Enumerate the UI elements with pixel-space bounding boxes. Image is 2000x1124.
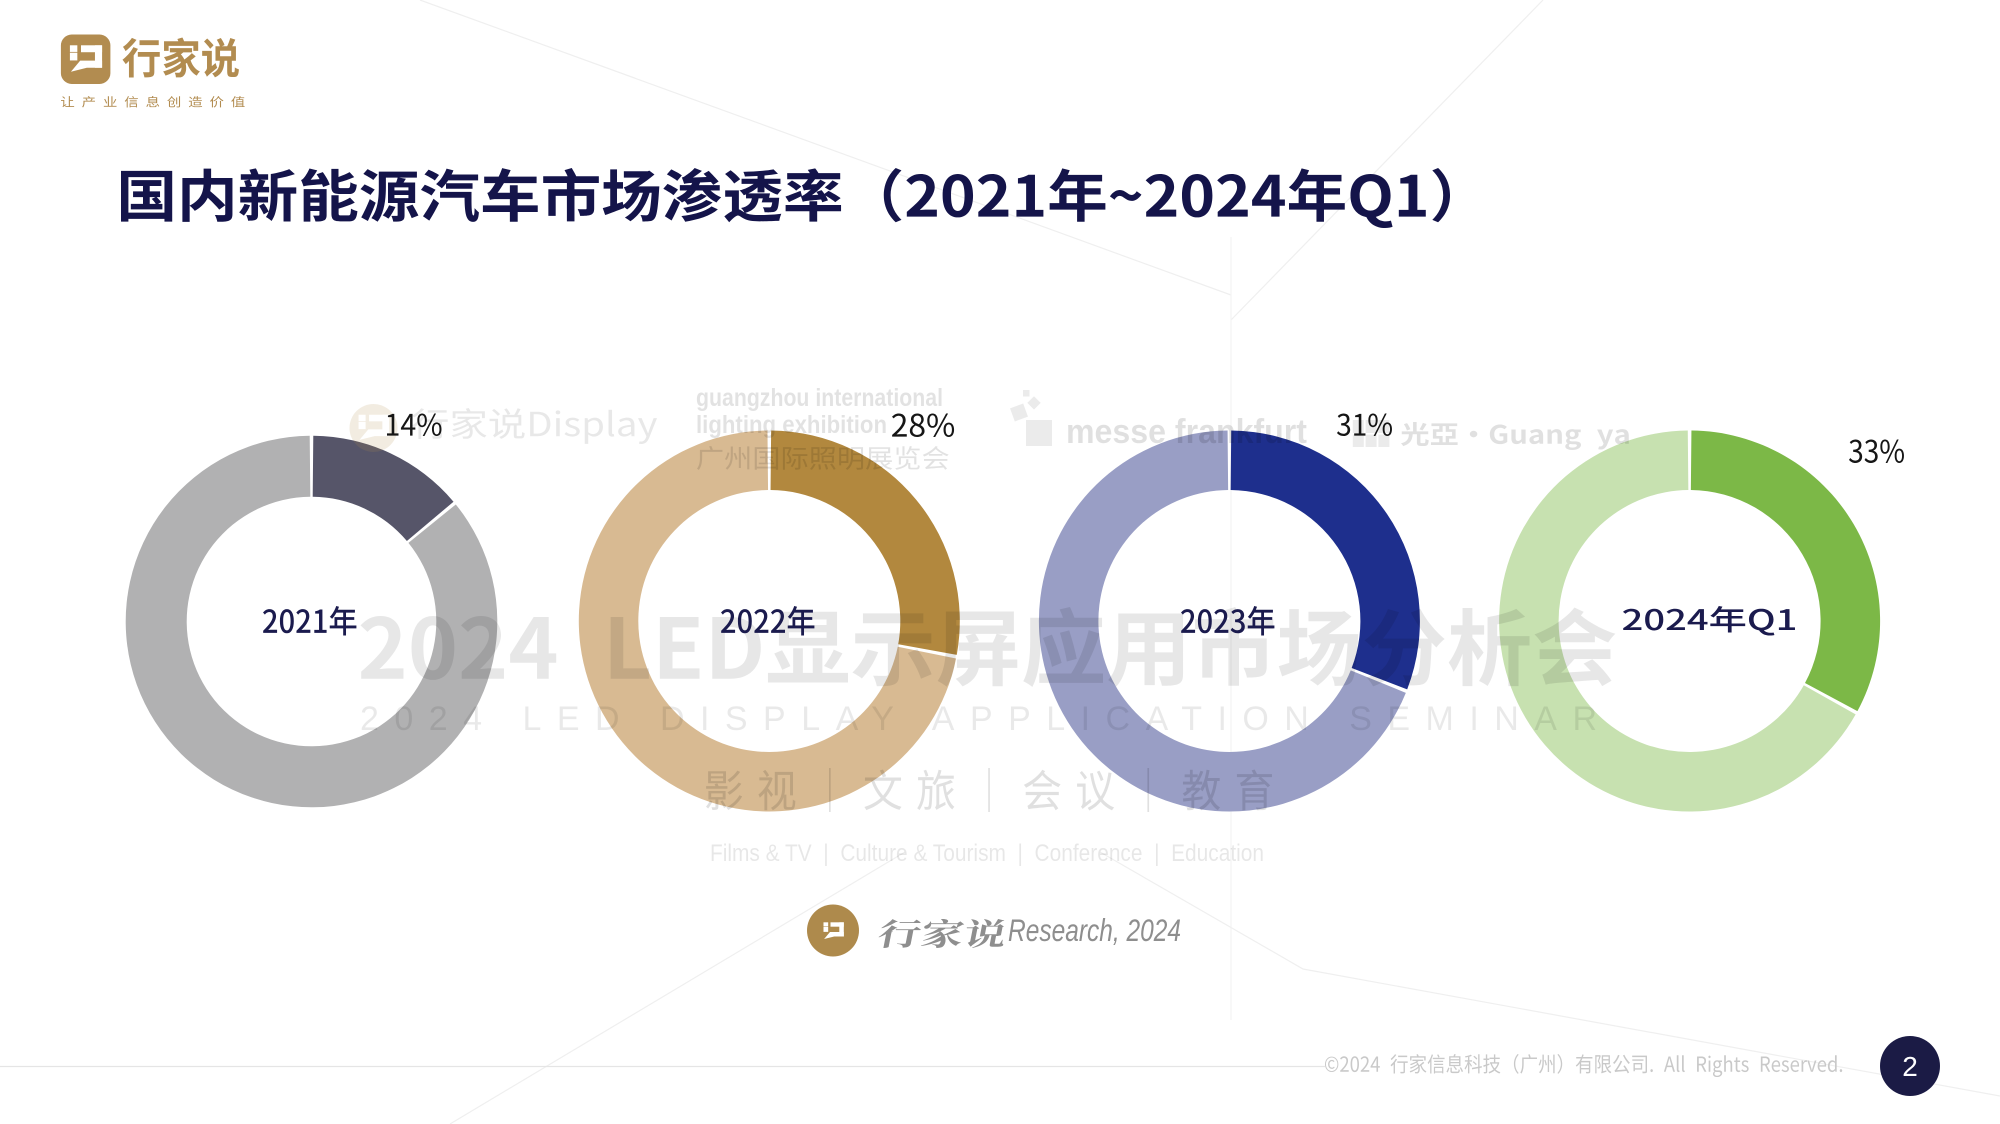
svg-text:messe frankfurt: messe frankfurt xyxy=(1066,413,1307,451)
svg-text:Research, 2024: Research, 2024 xyxy=(1008,912,1181,948)
svg-text:2: 2 xyxy=(1902,1051,1918,1082)
svg-text:lighting exhibition: lighting exhibition xyxy=(696,411,887,439)
svg-text:Films & TV | Culture & Touri: Films & TV | Culture & Tourism | Confere… xyxy=(710,840,1264,867)
svg-text:2024 LED DISPLAY APPLICATION S: 2024 LED DISPLAY APPLICATION SEMINAR xyxy=(360,700,1597,738)
svg-text:guangzhou international: guangzhou international xyxy=(696,384,943,412)
